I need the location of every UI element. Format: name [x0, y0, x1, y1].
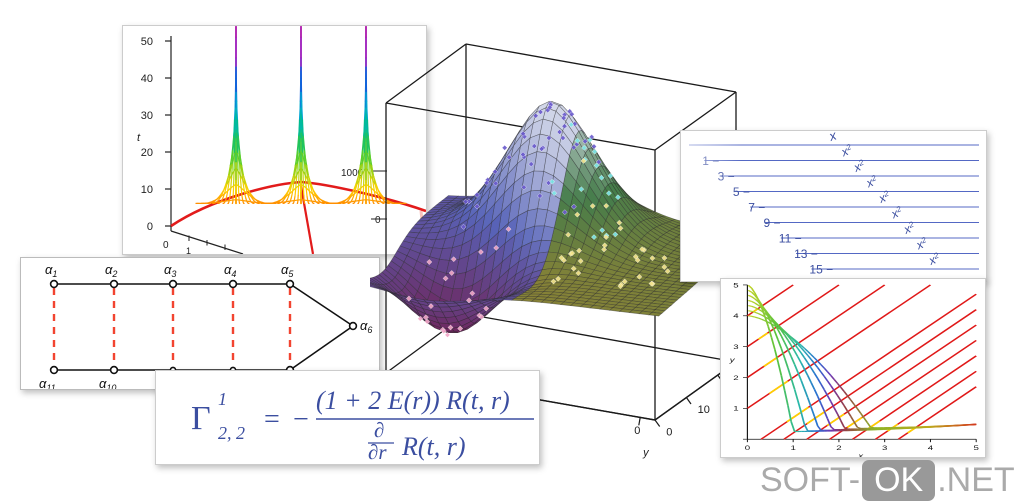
- svg-text:α4: α4: [224, 262, 236, 279]
- svg-text:(1 + 2 E(r)) R(t, r): (1 + 2 E(r)) R(t, r): [316, 386, 510, 415]
- svg-text:1: 1: [791, 444, 797, 451]
- svg-text:0: 0: [163, 240, 169, 251]
- svg-text:2, 2: 2, 2: [218, 423, 245, 443]
- svg-text:30: 30: [141, 110, 153, 122]
- svg-text:x: x: [857, 453, 864, 457]
- svg-text:Γ: Γ: [191, 400, 211, 437]
- svg-text:0: 0: [666, 427, 672, 439]
- svg-text:α1: α1: [45, 262, 57, 279]
- svg-text:10: 10: [141, 184, 153, 196]
- svg-text:=: =: [264, 404, 280, 435]
- svg-text:4: 4: [928, 444, 934, 451]
- svg-text:0: 0: [634, 425, 640, 437]
- svg-text:5: 5: [733, 282, 739, 289]
- svg-text:t: t: [137, 132, 141, 144]
- svg-text:4: 4: [733, 313, 739, 320]
- svg-text:50: 50: [141, 36, 153, 48]
- svg-text:1: 1: [218, 389, 227, 409]
- svg-text:1: 1: [733, 405, 739, 412]
- svg-text:α11: α11: [39, 376, 56, 389]
- svg-text:∂: ∂: [374, 418, 384, 442]
- svg-text:3: 3: [882, 444, 888, 451]
- svg-text:−: −: [293, 404, 309, 435]
- svg-text:20: 20: [141, 147, 153, 159]
- svg-text:3: 3: [733, 343, 739, 350]
- svg-text:2: 2: [733, 374, 739, 381]
- svg-text:R(t, r): R(t, r): [401, 432, 466, 461]
- svg-text:40: 40: [141, 73, 153, 85]
- svg-text:0: 0: [745, 444, 751, 451]
- svg-text:2: 2: [836, 444, 842, 451]
- svg-text:α3: α3: [164, 262, 176, 279]
- svg-text:1: 1: [186, 246, 191, 254]
- svg-text:5: 5: [974, 444, 980, 451]
- svg-text:y: y: [729, 357, 736, 364]
- svg-text:y: y: [642, 447, 650, 459]
- svg-text:∂r: ∂r: [368, 440, 387, 464]
- svg-text:α5: α5: [281, 262, 294, 279]
- svg-text:α10: α10: [99, 376, 116, 389]
- svg-text:10: 10: [698, 404, 710, 416]
- svg-text:α2: α2: [105, 262, 117, 279]
- svg-text:0: 0: [147, 221, 153, 233]
